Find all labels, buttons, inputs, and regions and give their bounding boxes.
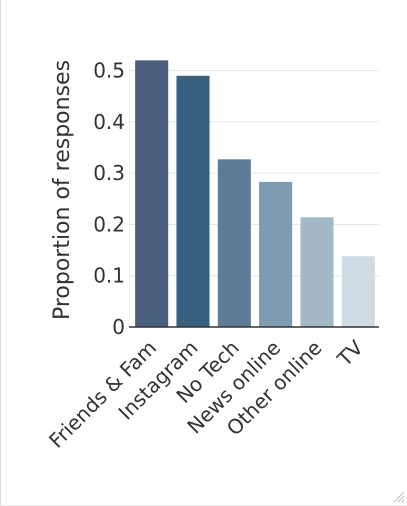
bar bbox=[135, 60, 169, 328]
bar bbox=[217, 159, 251, 327]
bar bbox=[341, 256, 375, 327]
bars bbox=[135, 60, 375, 328]
bar bbox=[176, 75, 210, 327]
gridlines bbox=[129, 70, 379, 277]
x-category-label: TV bbox=[332, 335, 368, 371]
y-tick-label: 0.1 bbox=[93, 264, 125, 288]
y-tick-labels: 0 0.1 0.2 0.3 0.4 0.5 bbox=[93, 59, 125, 339]
bar bbox=[259, 181, 293, 327]
y-tick-label: 0.4 bbox=[93, 110, 125, 134]
y-tick-label: 0 bbox=[112, 315, 125, 339]
bar bbox=[300, 217, 334, 327]
y-tick-label: 0.3 bbox=[93, 161, 125, 185]
y-tick-label: 0.5 bbox=[93, 59, 125, 83]
resize-grip-icon[interactable] bbox=[393, 491, 405, 503]
y-axis-title: Proportion of responses bbox=[50, 60, 75, 320]
y-tick-label: 0.2 bbox=[93, 212, 125, 236]
